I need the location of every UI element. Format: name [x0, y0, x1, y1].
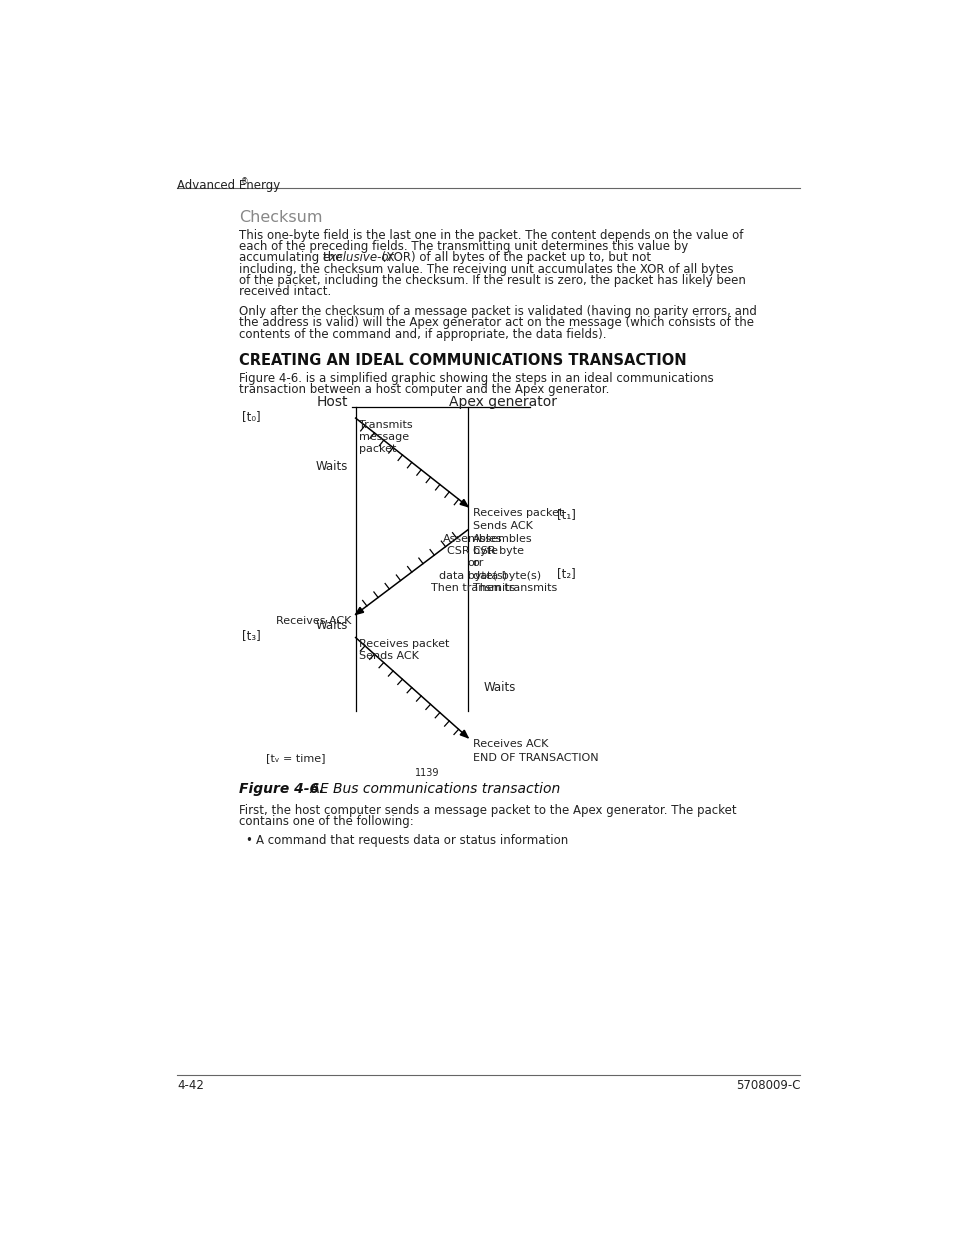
Polygon shape	[355, 608, 363, 615]
Text: This one-byte field is the last one in the packet. The content depends on the va: This one-byte field is the last one in t…	[239, 228, 743, 242]
Text: Figure 4-6. is a simplified graphic showing the steps in an ideal communications: Figure 4-6. is a simplified graphic show…	[239, 372, 714, 385]
Text: ®: ®	[241, 177, 248, 185]
Text: including, the checksum value. The receiving unit accumulates the XOR of all byt: including, the checksum value. The recei…	[239, 263, 733, 275]
Text: Waits: Waits	[315, 620, 348, 632]
Text: 4-42: 4-42	[177, 1079, 204, 1092]
Text: of the packet, including the checksum. If the result is zero, the packet has lik: of the packet, including the checksum. I…	[239, 274, 745, 287]
Text: A command that requests data or status information: A command that requests data or status i…	[255, 834, 567, 847]
Text: contents of the command and, if appropriate, the data fields).: contents of the command and, if appropri…	[239, 327, 606, 341]
Text: Host: Host	[316, 395, 348, 409]
Text: [t₃]: [t₃]	[241, 630, 260, 642]
Text: Only after the checksum of a message packet is validated (having no parity error: Only after the checksum of a message pac…	[239, 305, 757, 319]
Text: exclusive-or: exclusive-or	[322, 252, 394, 264]
Text: Apex generator: Apex generator	[448, 395, 556, 409]
Text: 1139: 1139	[415, 768, 439, 778]
Text: Figure 4-6.: Figure 4-6.	[239, 782, 324, 797]
Text: Assembles
CSR byte
or
data byte(s)
Then transmits: Assembles CSR byte or data byte(s) Then …	[472, 534, 557, 593]
Text: [t₁]: [t₁]	[557, 508, 576, 521]
Text: •: •	[245, 834, 252, 847]
Text: END OF TRANSACTION: END OF TRANSACTION	[472, 753, 598, 763]
Text: Checksum: Checksum	[239, 210, 322, 225]
Text: First, the host computer sends a message packet to the Apex generator. The packe: First, the host computer sends a message…	[239, 804, 737, 816]
Text: Receives ACK: Receives ACK	[472, 740, 547, 750]
Text: Advanced Energy: Advanced Energy	[177, 179, 280, 191]
Text: each of the preceding fields. The transmitting unit determines this value by: each of the preceding fields. The transm…	[239, 241, 688, 253]
Text: received intact.: received intact.	[239, 285, 332, 298]
Text: Waits: Waits	[315, 459, 348, 473]
Text: Assembles
CSR byte
or
data byte(s)
Then transmits: Assembles CSR byte or data byte(s) Then …	[430, 534, 515, 593]
Text: Waits: Waits	[483, 680, 516, 694]
Text: the address is valid) will the Apex generator act on the message (which consists: the address is valid) will the Apex gene…	[239, 316, 754, 330]
Text: Transmits
message
packet: Transmits message packet	[358, 420, 412, 454]
Text: AE Bus communications transaction: AE Bus communications transaction	[305, 782, 559, 797]
Text: Receives ACK: Receives ACK	[276, 616, 352, 626]
Text: contains one of the following:: contains one of the following:	[239, 815, 414, 827]
Polygon shape	[459, 499, 468, 506]
Text: [t₀]: [t₀]	[241, 410, 260, 424]
Text: 5708009-C: 5708009-C	[735, 1079, 800, 1092]
Text: [tᵥ = time]: [tᵥ = time]	[266, 753, 326, 763]
Text: CREATING AN IDEAL COMMUNICATIONS TRANSACTION: CREATING AN IDEAL COMMUNICATIONS TRANSAC…	[239, 353, 686, 368]
Text: Receives packet
Sends ACK: Receives packet Sends ACK	[358, 638, 449, 662]
Text: [t₂]: [t₂]	[557, 567, 576, 580]
Text: Receives packet
Sends ACK: Receives packet Sends ACK	[472, 508, 562, 531]
Text: (XOR) of all bytes of the packet up to, but not: (XOR) of all bytes of the packet up to, …	[377, 252, 650, 264]
Polygon shape	[459, 730, 468, 737]
Text: transaction between a host computer and the Apex generator.: transaction between a host computer and …	[239, 383, 609, 396]
Text: accumulating the: accumulating the	[239, 252, 346, 264]
